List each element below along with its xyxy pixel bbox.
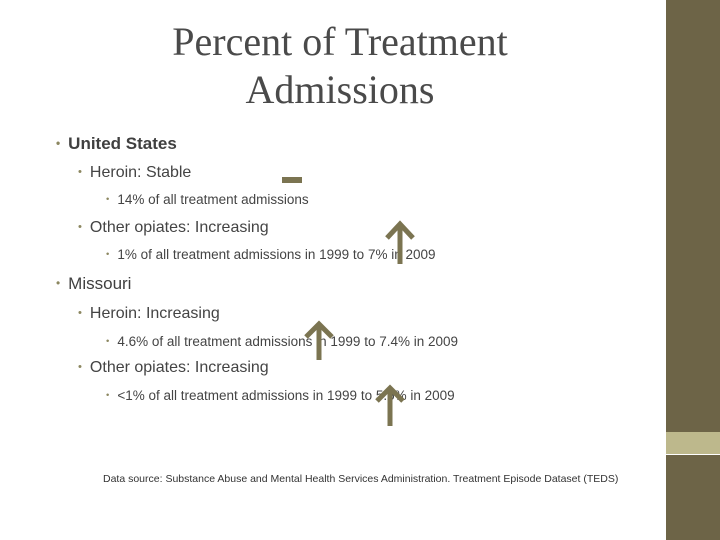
- sidebar-band: [666, 0, 720, 540]
- dash-icon: [282, 177, 302, 183]
- detail-mo-heroin: • 4.6% of all treatment admissions in 199…: [106, 334, 459, 349]
- bullet-united-states: • United States: [56, 134, 177, 153]
- up-arrow-icon: [304, 320, 334, 360]
- sidebar-divider: [666, 454, 720, 455]
- bullet-mo-other-opiates: • Other opiates: Increasing: [78, 359, 269, 376]
- up-arrow-icon: [385, 220, 415, 264]
- bullet-us-other-opiates: • Other opiates: Increasing: [78, 219, 269, 236]
- bullet-us-heroin: • Heroin: Stable: [78, 164, 192, 181]
- detail-us-heroin: • 14% of all treatment admissions: [106, 192, 309, 207]
- slide-title: Percent of Treatment Admissions: [40, 18, 640, 114]
- detail-text: 1% of all treatment admissions in 1999 t…: [117, 247, 436, 262]
- detail-us-other-opiates: • 1% of all treatment admissions in 1999 …: [106, 247, 436, 262]
- sidebar-accent-stripe: [666, 432, 720, 454]
- bullet-label: Heroin: Increasing: [89, 305, 220, 322]
- bullet-label: Other opiates: Increasing: [89, 359, 269, 376]
- bullet-missouri: • Missouri: [56, 274, 132, 293]
- bullet-label: Other opiates: Increasing: [89, 219, 269, 236]
- detail-text: 4.6% of all treatment admissions in 1999…: [117, 334, 459, 349]
- detail-text: <1% of all treatment admissions in 1999 …: [117, 388, 455, 403]
- detail-text: 14% of all treatment admissions: [117, 192, 309, 207]
- bullet-mo-heroin: • Heroin: Increasing: [78, 305, 220, 322]
- title-line-1: Percent of Treatment: [172, 19, 508, 64]
- data-source-note: Data source: Substance Abuse and Mental …: [103, 473, 619, 485]
- bullet-label: Heroin: Stable: [89, 164, 192, 181]
- bullet-label: Missouri: [68, 274, 132, 293]
- title-line-2: Admissions: [245, 67, 435, 112]
- detail-mo-other-opiates: • <1% of all treatment admissions in 1999…: [106, 388, 455, 403]
- up-arrow-icon: [375, 384, 405, 426]
- bullet-label: United States: [68, 134, 177, 153]
